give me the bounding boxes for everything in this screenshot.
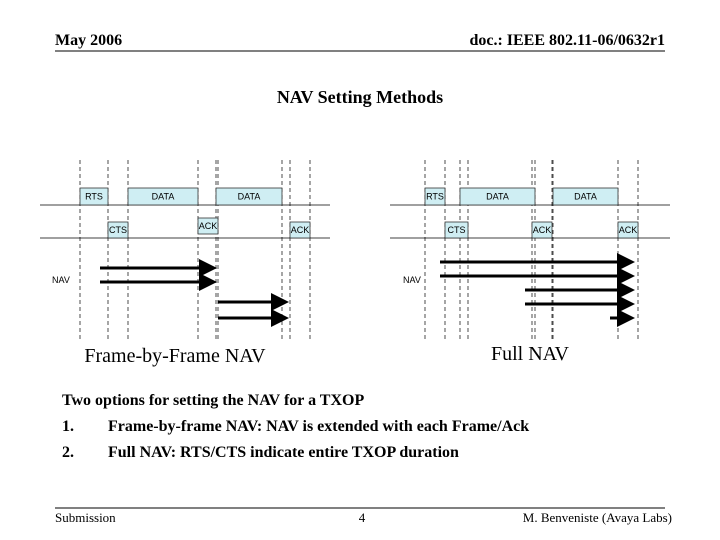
frame-box bbox=[552, 187, 619, 206]
frame-box bbox=[197, 217, 219, 235]
frame-box bbox=[289, 221, 311, 239]
nav-label: NAV bbox=[52, 275, 70, 285]
diagram-caption: Full NAV bbox=[491, 343, 570, 365]
frame-box bbox=[79, 187, 109, 206]
diagram-caption: Frame-by-Frame NAV bbox=[84, 345, 266, 367]
header-date: May 2006 bbox=[55, 32, 122, 49]
frame-box bbox=[107, 221, 129, 239]
nav-label: NAV bbox=[403, 275, 421, 285]
item-text: Full NAV: RTS/CTS indicate entire TXOP d… bbox=[108, 444, 459, 461]
frame-box bbox=[127, 187, 199, 206]
frame-label: DATA bbox=[574, 192, 597, 202]
frame-box bbox=[444, 221, 469, 239]
item-text: Frame-by-frame NAV: NAV is extended with… bbox=[108, 418, 529, 435]
frame-box bbox=[424, 187, 446, 206]
frame-label: ACK bbox=[291, 225, 310, 235]
frame-box bbox=[215, 187, 283, 206]
footer-right: M. Benveniste (Avaya Labs) bbox=[523, 510, 672, 525]
footer-page: 4 bbox=[359, 510, 366, 525]
diagrams: RTS DATA DATA CTS ACK ACK NAV Frame-by-Frame NA… bbox=[40, 160, 670, 367]
frame-label: CTS bbox=[109, 225, 127, 235]
frame-label: RTS bbox=[85, 192, 103, 202]
frame-label: CTS bbox=[448, 225, 466, 235]
frame-box bbox=[459, 187, 536, 206]
frame-label: RTS bbox=[426, 192, 444, 202]
frame-label: ACK bbox=[619, 225, 638, 235]
frame-label: DATA bbox=[238, 192, 261, 202]
item-number: 2. bbox=[62, 444, 74, 461]
frame-box bbox=[531, 221, 553, 239]
frame-label: DATA bbox=[486, 192, 509, 202]
item-number: 1. bbox=[62, 418, 74, 435]
footer-left: Submission bbox=[55, 510, 116, 525]
body-intro: Two options for setting the NAV for a TX… bbox=[62, 392, 364, 409]
slide-title: NAV Setting Methods bbox=[277, 87, 443, 107]
frame-label: DATA bbox=[152, 192, 175, 202]
frame-label: ACK bbox=[533, 225, 552, 235]
frame-box bbox=[617, 221, 639, 239]
frame-label: ACK bbox=[199, 221, 218, 231]
header-doc: doc.: IEEE 802.11-06/0632r1 bbox=[469, 32, 665, 49]
